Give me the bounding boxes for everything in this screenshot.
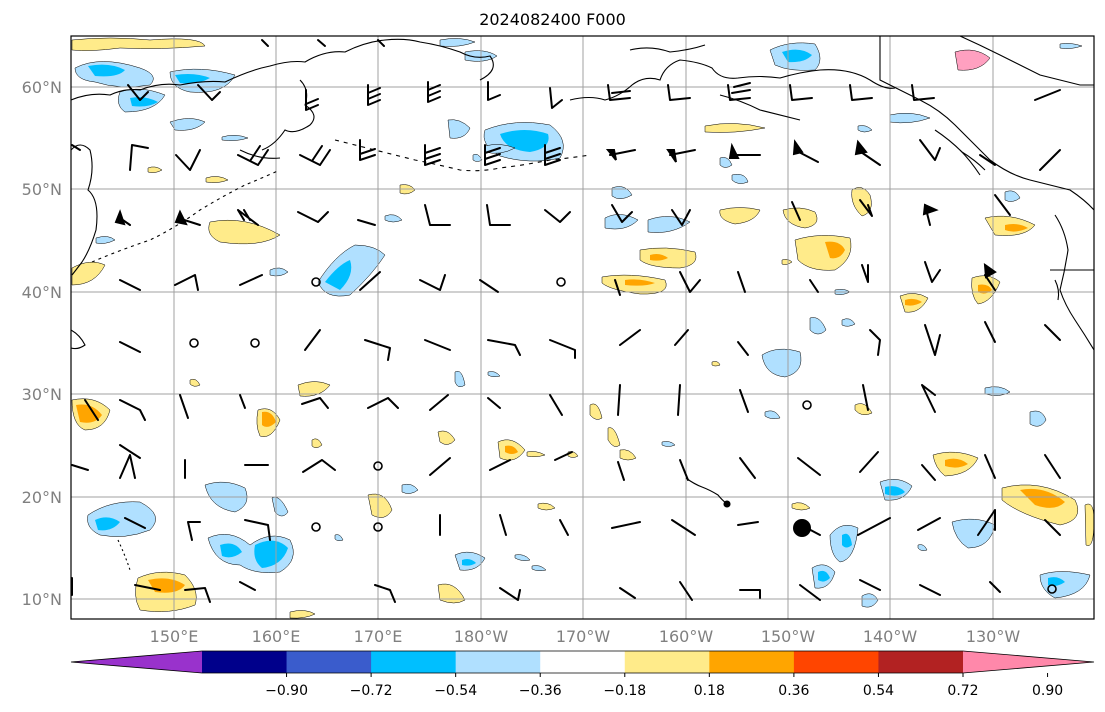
colorbar-outline	[70, 650, 1095, 674]
latitude-labels: 10°N 20°N 30°N 40°N 50°N 60°N	[22, 78, 62, 609]
colorbar-segment	[540, 651, 626, 673]
colorbar-extend-low	[71, 651, 202, 673]
colorbar-segment	[202, 651, 288, 673]
coastlines	[71, 36, 1094, 571]
longitude-labels: 150°E 160°E 170°E 180°W 170°W 160°W 150°…	[150, 627, 1021, 646]
lon-label-150w: 150°W	[761, 627, 816, 646]
lon-label-150e: 150°E	[150, 627, 199, 646]
lon-label-170w: 170°W	[556, 627, 611, 646]
colorbar-tick-label: 0.54	[863, 683, 894, 699]
colorbar: −0.90 −0.72 −0.54 −0.36 −0.18 0.18 0.36 0.54 0.7…	[70, 650, 1095, 699]
map-title: 2024082400 F000	[479, 10, 626, 29]
lon-label-180w: 180°W	[454, 627, 509, 646]
lon-label-160e: 160°E	[252, 627, 301, 646]
lat-label-20n: 20°N	[22, 488, 62, 507]
lat-label-50n: 50°N	[22, 180, 62, 199]
colorbar-tick-label: 0.90	[1032, 683, 1063, 699]
colorbar-tick-label: −0.18	[603, 683, 646, 699]
wind-barbs	[71, 39, 1061, 603]
colorbar-segment	[709, 651, 795, 673]
calm-wind-circles	[189, 277, 1057, 594]
colorbar-extend-high	[963, 651, 1094, 673]
storm-center-marker	[793, 519, 811, 537]
colorbar-tick-label: 0.36	[778, 683, 809, 699]
gridlines	[71, 36, 1094, 619]
lon-label-140w: 140°W	[863, 627, 918, 646]
colorbar-segment	[878, 651, 964, 673]
colorbar-segment	[793, 651, 879, 673]
lon-label-130w: 130°W	[966, 627, 1021, 646]
colorbar-tick-label: −0.72	[350, 683, 393, 699]
colorbar-segment	[624, 651, 710, 673]
lat-label-40n: 40°N	[22, 283, 62, 302]
colorbar-tick-label: −0.54	[434, 683, 477, 699]
colorbar-tick-label: −0.36	[519, 683, 562, 699]
colorbar-segment	[455, 651, 541, 673]
colorbar-segment	[286, 651, 372, 673]
lon-label-170e: 170°E	[354, 627, 403, 646]
colorbar-tick-label: 0.18	[694, 683, 725, 699]
map-frame	[70, 35, 1095, 620]
lat-label-60n: 60°N	[22, 78, 62, 97]
lat-label-30n: 30°N	[22, 385, 62, 404]
colorbar-segment	[371, 651, 457, 673]
lat-label-10n: 10°N	[22, 590, 62, 609]
lon-label-160w: 160°W	[659, 627, 714, 646]
colorbar-tick-label: −0.90	[265, 683, 308, 699]
colorbar-tick-label: 0.72	[947, 683, 978, 699]
